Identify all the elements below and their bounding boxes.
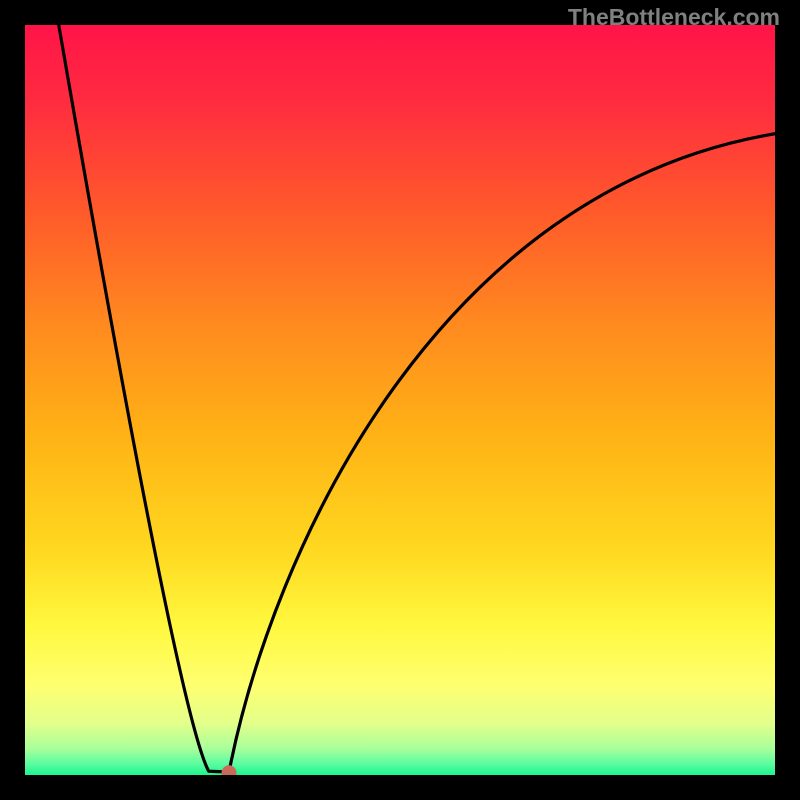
gradient-background — [25, 25, 775, 775]
watermark-text: TheBottleneck.com — [568, 4, 780, 31]
chart-container: TheBottleneck.com — [0, 0, 800, 800]
plot-canvas — [25, 25, 775, 775]
plot-area — [25, 25, 775, 775]
